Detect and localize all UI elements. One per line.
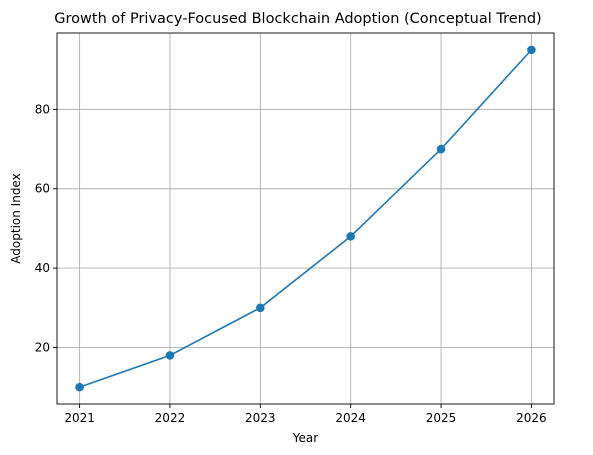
y-tick-label: 40 bbox=[35, 261, 50, 275]
data-point bbox=[256, 303, 265, 313]
x-tick-label: 2026 bbox=[516, 411, 547, 425]
data-point bbox=[165, 351, 175, 360]
series-line bbox=[79, 49, 533, 388]
plot-frame bbox=[56, 32, 555, 405]
data-point bbox=[436, 144, 446, 154]
data-point bbox=[346, 232, 355, 241]
x-tick-label: 2021 bbox=[64, 411, 95, 425]
chart-title: Growth of Privacy-Focused Blockchain Ado… bbox=[54, 11, 541, 27]
x-tick-label: 2023 bbox=[245, 411, 276, 425]
series-layer bbox=[75, 45, 536, 392]
tick-layer: 2021 2022 2023 2024 2025 2026 20 40 60 80 bbox=[35, 102, 547, 425]
x-tick-label: 2024 bbox=[335, 411, 366, 425]
y-tick-label: 20 bbox=[35, 340, 50, 354]
y-tick-label: 60 bbox=[35, 182, 50, 196]
y-tick-label: 80 bbox=[35, 102, 50, 116]
x-tick-label: 2025 bbox=[426, 411, 457, 425]
y-axis-label: Adoption Index bbox=[9, 173, 23, 263]
grid-layer bbox=[57, 33, 554, 404]
x-tick-label: 2022 bbox=[155, 411, 186, 425]
x-axis-label: Year bbox=[292, 431, 318, 445]
data-point bbox=[527, 45, 536, 55]
data-point bbox=[75, 382, 84, 392]
